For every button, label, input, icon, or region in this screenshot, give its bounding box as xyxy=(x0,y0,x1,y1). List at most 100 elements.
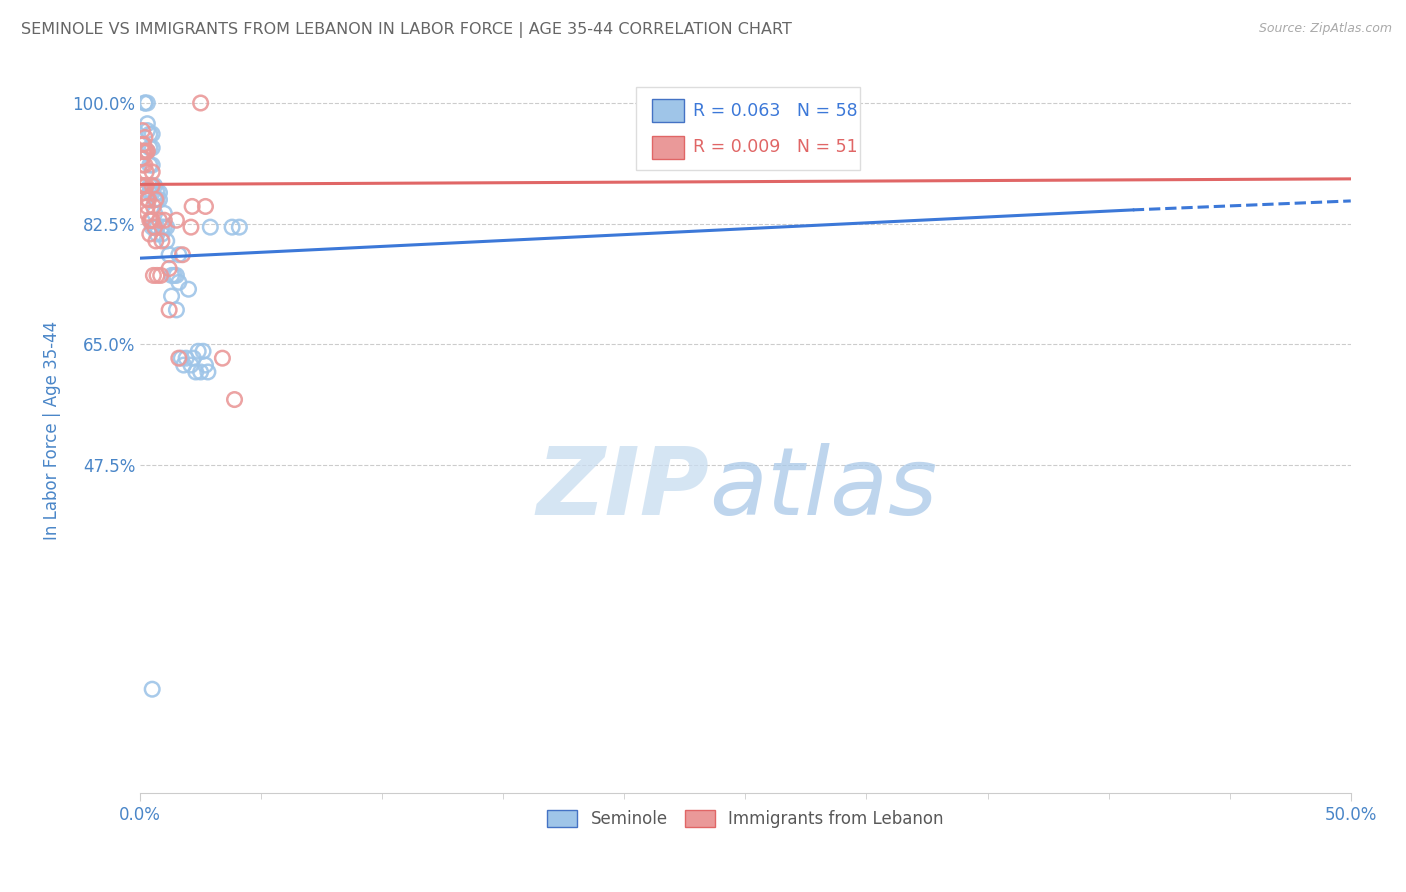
Point xyxy=(153,220,176,235)
Point xyxy=(148,193,170,207)
Point xyxy=(131,178,153,193)
Point xyxy=(136,145,159,159)
Text: ZIP: ZIP xyxy=(536,442,709,534)
Point xyxy=(131,151,153,165)
Point xyxy=(141,220,163,235)
Point xyxy=(145,234,167,248)
Point xyxy=(146,227,169,241)
Point xyxy=(141,682,163,697)
Point xyxy=(143,220,166,235)
Point xyxy=(136,193,159,207)
Point xyxy=(141,213,163,227)
Point xyxy=(146,268,169,283)
Point xyxy=(129,151,152,165)
Point xyxy=(139,127,162,141)
Point xyxy=(146,220,169,235)
Point xyxy=(156,234,179,248)
Point xyxy=(187,344,209,359)
Point xyxy=(141,178,163,193)
Point xyxy=(143,178,166,193)
Point xyxy=(134,95,156,110)
Point xyxy=(145,193,167,207)
Point xyxy=(134,130,156,145)
Point xyxy=(139,227,162,241)
Point xyxy=(134,178,156,193)
Point xyxy=(141,165,163,179)
Point xyxy=(197,365,219,379)
Point xyxy=(139,178,162,193)
Point xyxy=(191,344,214,359)
Point xyxy=(132,145,155,159)
Point xyxy=(139,141,162,155)
Point xyxy=(139,213,162,227)
Point xyxy=(181,199,204,213)
Point xyxy=(131,145,153,159)
Point xyxy=(141,178,163,193)
Point xyxy=(141,127,163,141)
Point xyxy=(221,220,243,235)
Point xyxy=(149,268,172,283)
Point xyxy=(135,165,157,179)
Point xyxy=(143,220,166,235)
Point xyxy=(141,141,163,155)
Point xyxy=(157,248,180,262)
Point xyxy=(129,178,152,193)
Point xyxy=(163,268,186,283)
FancyBboxPatch shape xyxy=(637,87,860,169)
Point xyxy=(211,351,233,366)
Point xyxy=(200,220,222,235)
FancyBboxPatch shape xyxy=(652,99,683,122)
Point xyxy=(153,213,176,227)
Point xyxy=(165,268,187,283)
Point xyxy=(139,186,162,200)
Point xyxy=(172,248,194,262)
Point xyxy=(141,186,163,200)
Point xyxy=(170,351,193,366)
Point xyxy=(160,289,183,303)
Point xyxy=(184,365,207,379)
Point xyxy=(183,351,205,366)
Point xyxy=(131,158,153,172)
Point xyxy=(131,123,153,137)
Text: R = 0.063   N = 58: R = 0.063 N = 58 xyxy=(693,102,858,120)
Point xyxy=(132,137,155,152)
Point xyxy=(136,117,159,131)
Point xyxy=(194,358,217,372)
Point xyxy=(142,199,165,213)
Point xyxy=(157,261,180,276)
Point xyxy=(136,206,159,220)
Point xyxy=(150,234,173,248)
Point xyxy=(139,213,162,227)
Point xyxy=(157,302,180,317)
Point xyxy=(146,193,169,207)
Point xyxy=(180,358,202,372)
Point xyxy=(136,95,159,110)
Point xyxy=(134,95,156,110)
Text: SEMINOLE VS IMMIGRANTS FROM LEBANON IN LABOR FORCE | AGE 35-44 CORRELATION CHART: SEMINOLE VS IMMIGRANTS FROM LEBANON IN L… xyxy=(21,22,792,38)
Point xyxy=(174,351,197,366)
Point xyxy=(148,186,170,200)
Point xyxy=(173,358,195,372)
Point xyxy=(190,365,212,379)
Point xyxy=(143,206,166,220)
Point xyxy=(141,158,163,172)
Legend: Seminole, Immigrants from Lebanon: Seminole, Immigrants from Lebanon xyxy=(541,804,950,835)
Point xyxy=(134,186,156,200)
Point xyxy=(132,178,155,193)
Point xyxy=(136,123,159,137)
FancyBboxPatch shape xyxy=(652,136,683,159)
Point xyxy=(190,95,212,110)
Point xyxy=(136,145,159,159)
Y-axis label: In Labor Force | Age 35-44: In Labor Force | Age 35-44 xyxy=(44,321,60,541)
Point xyxy=(165,302,187,317)
Point xyxy=(177,282,200,296)
Point xyxy=(134,158,156,172)
Point xyxy=(156,220,179,235)
Point xyxy=(153,206,176,220)
Point xyxy=(135,145,157,159)
Point xyxy=(146,186,169,200)
Point xyxy=(150,227,173,241)
Text: atlas: atlas xyxy=(709,443,938,534)
Point xyxy=(131,137,153,152)
Point xyxy=(224,392,246,407)
